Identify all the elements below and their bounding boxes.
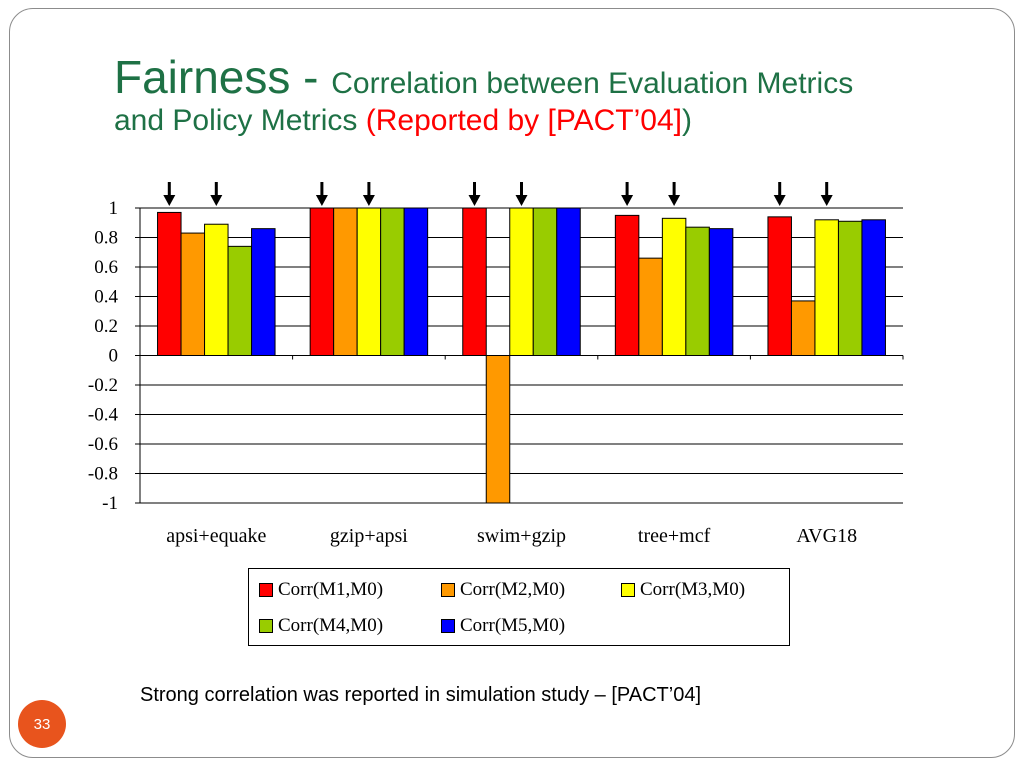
bar: [204, 223, 229, 356]
legend-label: Corr(M2,M0): [460, 579, 566, 600]
y-tick-label: -0.2: [88, 375, 118, 396]
bar: [708, 228, 734, 356]
bar: [403, 207, 429, 356]
arrow-marker-head: [773, 195, 786, 206]
x-tick-label: gzip+apsi: [330, 525, 408, 547]
bar: [180, 232, 206, 356]
legend-swatch: [259, 619, 273, 633]
bar: [685, 226, 710, 356]
title-main: Fairness -: [114, 51, 332, 103]
bar: [767, 216, 792, 356]
bar: [790, 300, 816, 356]
legend-label: Corr(M1,M0): [278, 579, 384, 600]
legend-swatch: [441, 619, 455, 633]
arrow-marker-head: [515, 195, 528, 206]
y-tick-label: -0.4: [88, 405, 119, 426]
arrow-marker-head: [668, 195, 681, 206]
bar: [157, 211, 182, 356]
bar: [532, 207, 558, 356]
arrow-marker-head: [468, 195, 481, 206]
legend-item: Corr(M4,M0): [259, 615, 383, 637]
title-paren-close: ): [682, 103, 693, 137]
bar: [837, 220, 863, 356]
bar: [485, 355, 511, 504]
title-sub-line1: Correlation between Evaluation Metrics: [331, 67, 854, 100]
legend-swatch: [441, 583, 455, 597]
bar: [380, 207, 405, 356]
y-tick-label: 0.8: [94, 228, 118, 249]
legend-label: Corr(M4,M0): [278, 615, 384, 636]
bar: [614, 214, 640, 356]
page-number: 33: [33, 715, 51, 733]
bar: [356, 207, 382, 356]
y-tick-label: 1: [109, 198, 119, 219]
slide-title: Fairness - Correlation between Evaluatio…: [114, 51, 994, 137]
y-tick-label: -0.6: [88, 434, 118, 455]
arrow-marker-head: [621, 195, 634, 206]
y-tick-label: -0.8: [88, 464, 118, 485]
legend-item: Corr(M1,M0): [259, 579, 383, 601]
bar: [333, 207, 358, 356]
legend-swatch: [621, 583, 635, 597]
title-sub-line2: and Policy Metrics: [114, 103, 366, 137]
arrow-marker-head: [210, 195, 223, 206]
legend-item: Corr(M2,M0): [441, 579, 565, 601]
title-reported: Reported by [PACT’04]: [375, 103, 683, 137]
bar: [309, 207, 335, 356]
legend-swatch: [259, 583, 273, 597]
legend-item: Corr(M5,M0): [441, 615, 565, 637]
arrow-marker-head: [820, 195, 833, 206]
x-tick-label: tree+mcf: [638, 525, 711, 547]
arrow-marker-head: [362, 195, 375, 206]
slide-frame: [9, 8, 1015, 758]
legend-label: Corr(M3,M0): [640, 579, 746, 600]
y-tick-label: 0.4: [94, 287, 118, 308]
legend-label: Corr(M5,M0): [460, 615, 566, 636]
bar: [462, 207, 487, 356]
y-tick-label: 0: [109, 346, 119, 367]
bar: [638, 257, 663, 356]
bar: [861, 219, 886, 356]
y-tick-label: 0.6: [94, 257, 118, 278]
y-tick-label: 0.2: [94, 316, 118, 337]
chart-legend: Corr(M1,M0) Corr(M2,M0) Corr(M3,M0) Corr(M4…: [248, 568, 790, 646]
x-tick-label: apsi+equake: [166, 525, 266, 547]
bar: [251, 228, 276, 356]
x-tick-label: AVG18: [796, 525, 857, 547]
bar: [814, 219, 839, 356]
footnote: Strong correlation was reported in simul…: [140, 684, 702, 706]
title-paren-open: (: [365, 103, 376, 137]
bar: [227, 245, 253, 357]
bar: [556, 207, 581, 356]
x-tick-label: swim+gzip: [477, 525, 566, 547]
y-tick-label: -1: [102, 493, 118, 514]
page-number-badge: 33: [18, 700, 66, 748]
bar: [661, 217, 687, 356]
bar: [509, 207, 534, 356]
arrow-marker-head: [163, 195, 176, 206]
legend-item: Corr(M3,M0): [621, 579, 745, 601]
arrow-marker-head: [315, 195, 328, 206]
